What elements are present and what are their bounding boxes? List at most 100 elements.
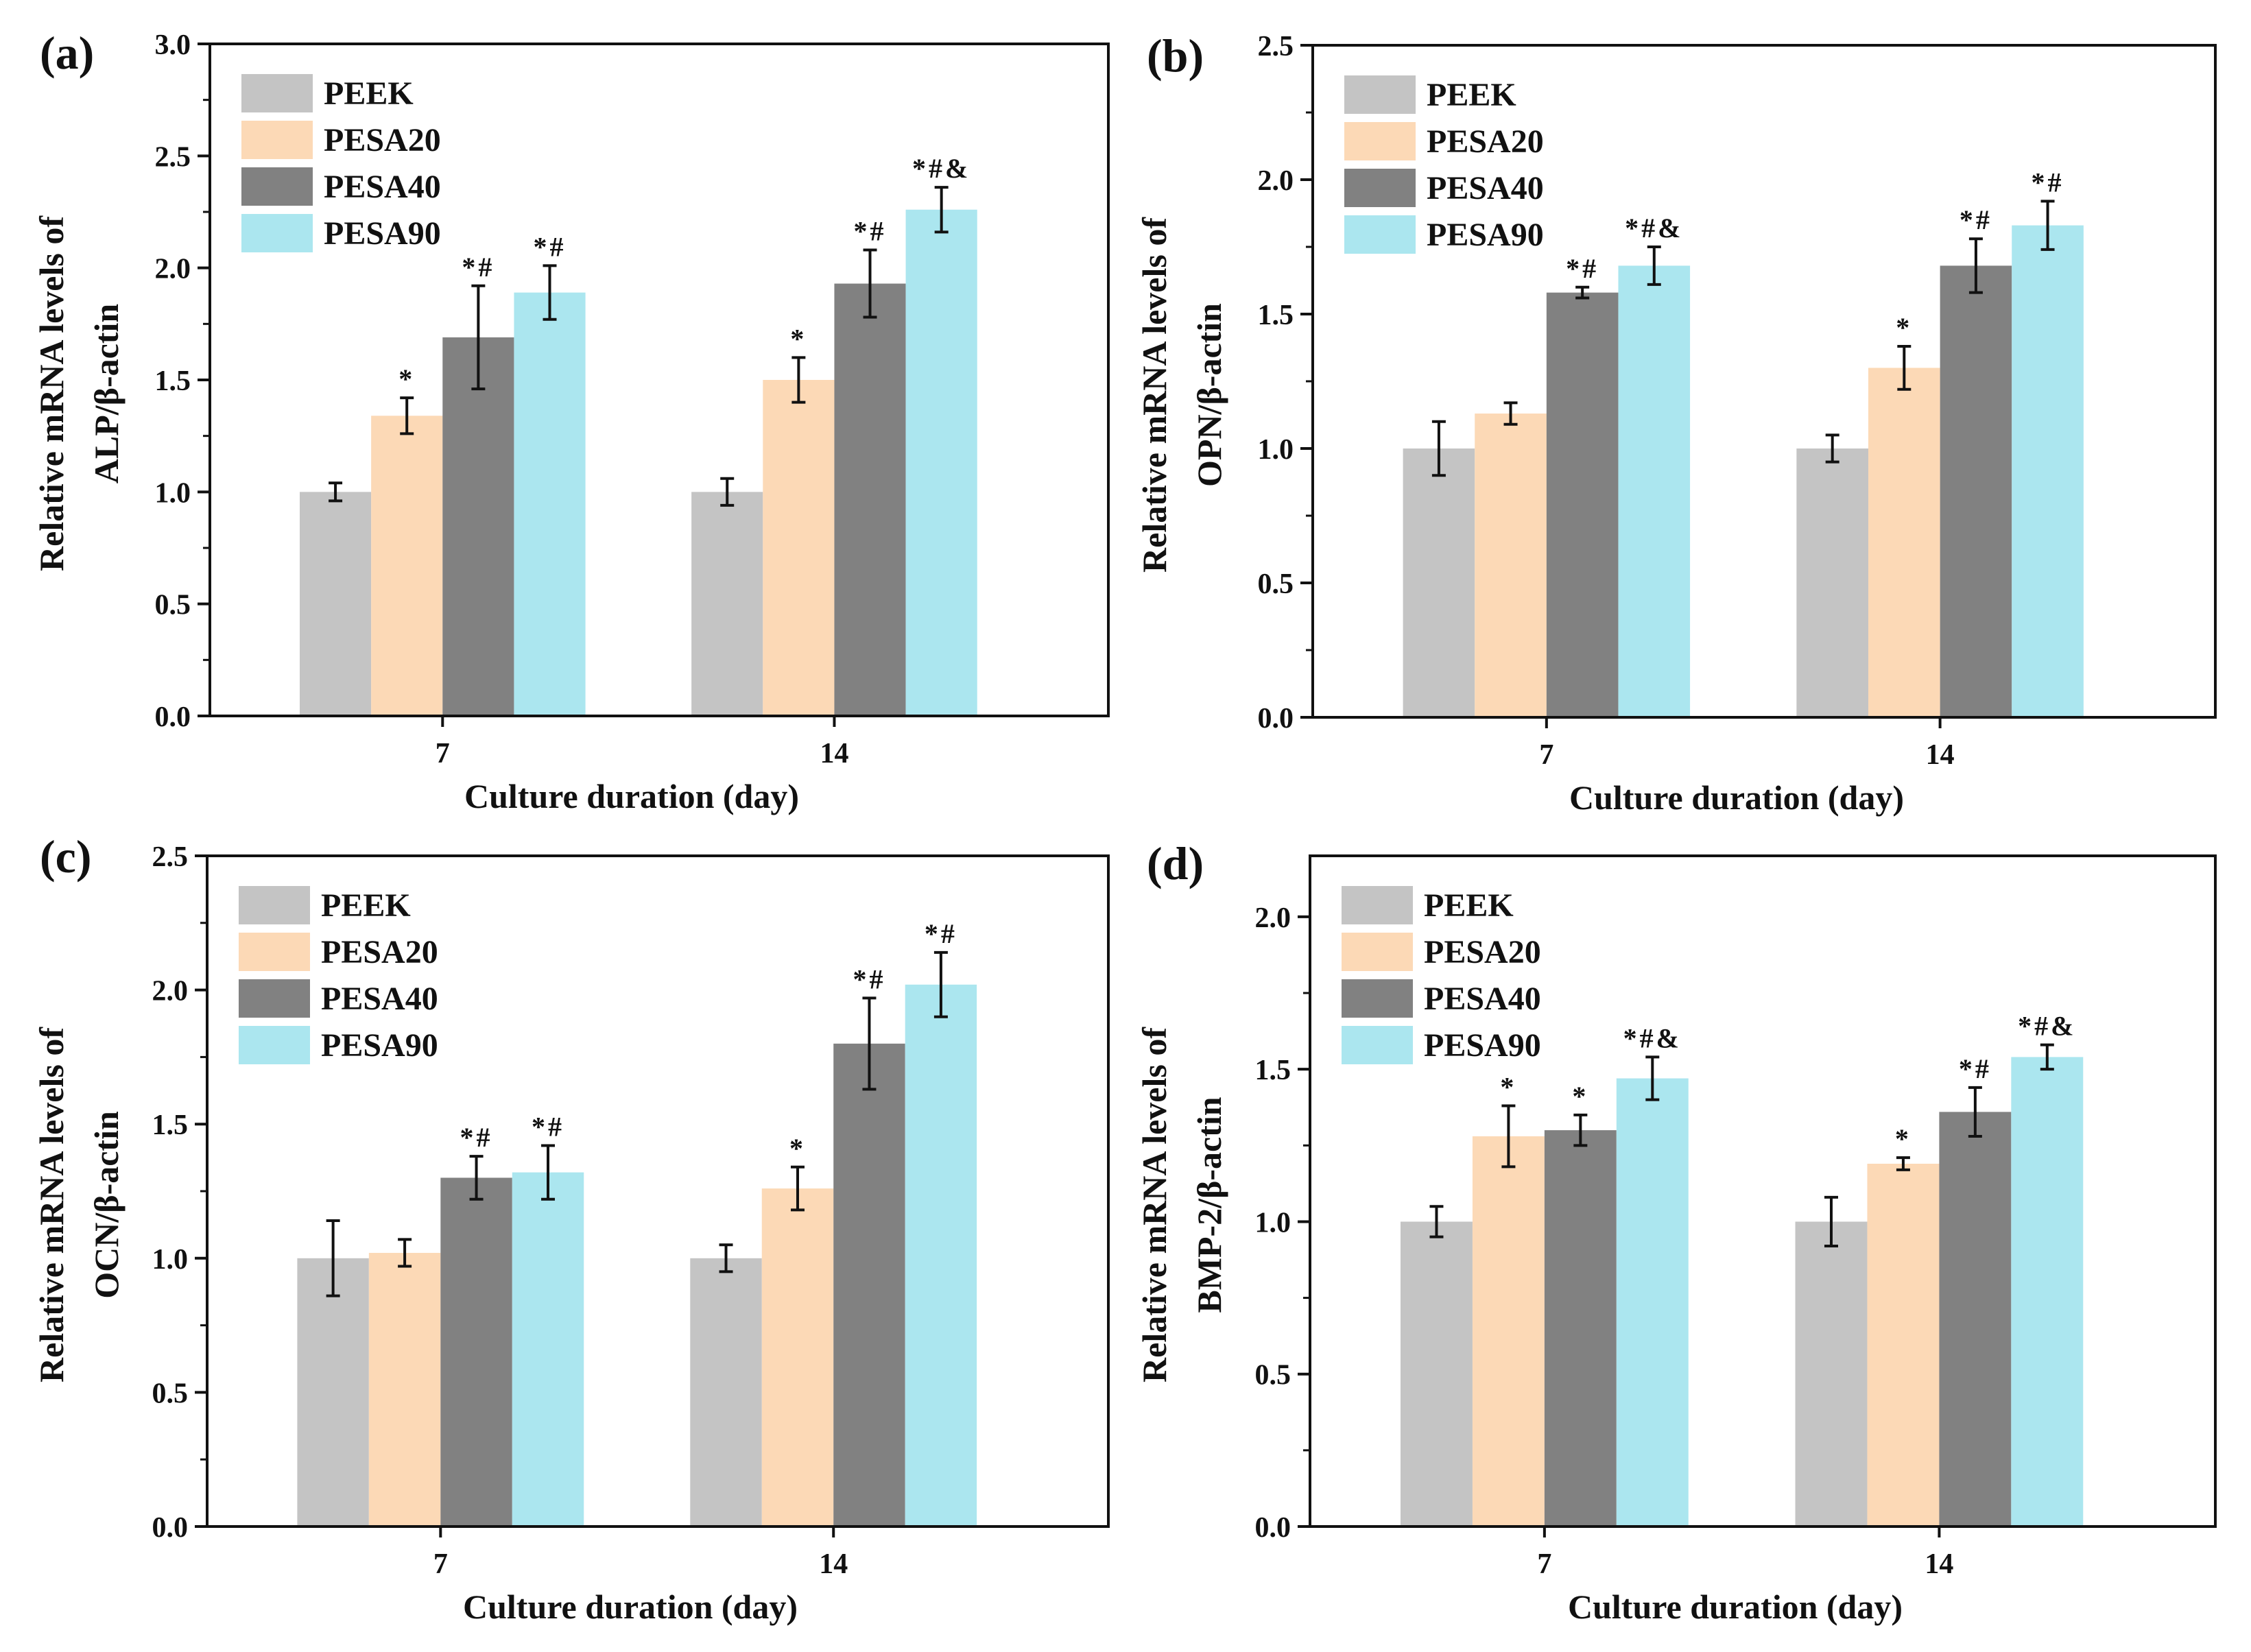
y-axis-title-line2: OPN/β-actin: [1190, 303, 1228, 487]
y-tick-label: 1.5: [152, 1110, 189, 1141]
legend-label-pesa90: PESA90: [1424, 1027, 1541, 1064]
error-bar-peek-day14: [1825, 433, 1839, 464]
error-bar-pesa20-day14: [1896, 1156, 1910, 1171]
error-bar-pesa40-day14: [862, 996, 877, 1091]
significance-label: *#: [853, 963, 885, 994]
legend-swatch-pesa40: [1342, 979, 1413, 1018]
y-tick-label: 0.0: [152, 1512, 189, 1544]
error-bar-pesa20-day14: [790, 1165, 805, 1212]
legend-swatch-pesa20: [239, 933, 310, 971]
significance-label: *#: [854, 216, 887, 247]
error-bar-pesa40-day14: [1968, 1086, 1982, 1138]
y-tick-label: 1.5: [1258, 300, 1294, 331]
x-tick-label: 7: [1537, 1548, 1551, 1580]
bar-peek-day7: [1403, 448, 1475, 717]
x-axis-title: Culture duration (day): [464, 777, 799, 815]
significance-label: *: [1895, 1123, 1911, 1154]
error-bar-pesa40-day7: [1573, 1113, 1588, 1147]
legend-swatch-peek: [241, 74, 313, 112]
bar-pesa20-day7: [371, 416, 443, 716]
legend: PEEK PESA20 PESA40 PESA90: [239, 886, 438, 1064]
y-tick-label: 1.0: [1255, 1207, 1291, 1238]
y-axis-title-line1: Relative mRNA levels of: [1135, 1027, 1174, 1382]
legend-swatch-pesa40: [1344, 169, 1416, 207]
error-bar-pesa20-day14: [1897, 345, 1911, 391]
legend-label-pesa40: PESA40: [321, 981, 438, 1017]
bar-pesa40-day14: [833, 1043, 905, 1527]
legend-swatch-pesa90: [1344, 215, 1416, 254]
legend-label-pesa20: PESA20: [324, 122, 441, 158]
bar-pesa90-day7: [1618, 265, 1691, 717]
x-axis-title: Culture duration (day): [1568, 1588, 1903, 1626]
y-tick-label: 2.0: [155, 254, 191, 285]
error-bar-pesa90-day7: [541, 1144, 556, 1201]
bar-pesa40-day7: [440, 1177, 512, 1527]
error-bar-pesa40-day7: [471, 284, 486, 391]
error-bar-peek-day14: [720, 477, 735, 507]
y-axis-title-line2: BMP-2/β-actin: [1190, 1097, 1228, 1313]
bar-pesa90-day7: [512, 1172, 584, 1527]
bar-pesa90-day14: [905, 984, 977, 1527]
legend-label-peek: PEEK: [324, 75, 414, 112]
legend-swatch-peek: [1344, 75, 1416, 114]
bar-pesa20-day14: [761, 1188, 834, 1527]
legend-swatch-pesa90: [1342, 1026, 1413, 1064]
y-tick-label: 2.5: [152, 841, 189, 873]
error-bar-pesa90-day7: [1645, 1055, 1660, 1101]
legend-swatch-pesa90: [241, 214, 313, 252]
significance-label: *: [789, 1133, 806, 1164]
bar-peek-day7: [1401, 1221, 1473, 1527]
x-axis-title: Culture duration (day): [1569, 778, 1904, 817]
error-bar-peek-day7: [329, 481, 343, 503]
legend-swatch-pesa40: [239, 979, 310, 1018]
bar-pesa20-day7: [1472, 1136, 1545, 1527]
y-axis-title-line2: OCN/β-actin: [87, 1111, 126, 1299]
legend-label-pesa90: PESA90: [321, 1027, 438, 1064]
error-bar-pesa20-day7: [398, 1238, 412, 1268]
error-bar-peek-day14: [1824, 1195, 1838, 1248]
bar-pesa40-day14: [1939, 1112, 2012, 1527]
significance-label: *#: [925, 918, 957, 949]
panel-label: (d): [1147, 837, 1204, 889]
error-bar-pesa20-day7: [400, 396, 414, 435]
significance-label: *#: [460, 1122, 493, 1153]
error-bar-peek-day7: [1431, 420, 1446, 477]
chart-panel-a: * * *# *# *# *#& 0.0 0.5 1.0 1.5 2.0 2.5 3.0 7 14 Cultu…: [32, 27, 1110, 815]
legend-label-pesa20: PESA20: [1424, 934, 1541, 970]
legend-label-peek: PEEK: [1424, 887, 1514, 924]
y-tick-label: 2.5: [1258, 31, 1294, 62]
bar-pesa90-day7: [514, 292, 586, 717]
bar-pesa90-day14: [2012, 225, 2084, 717]
legend-label-peek: PEEK: [1427, 77, 1516, 113]
bar-pesa40-day7: [1546, 292, 1619, 717]
y-axis-title-line1: Relative mRNA levels of: [32, 1027, 71, 1382]
bar-peek-day14: [1796, 448, 1868, 717]
y-tick-label: 0.0: [1258, 703, 1294, 734]
significance-label: *#&: [1625, 213, 1683, 243]
y-tick-label: 1.5: [155, 366, 191, 397]
significance-label: *#: [534, 231, 567, 262]
error-bar-pesa20-day14: [791, 356, 806, 404]
y-tick-label: 2.5: [155, 141, 191, 173]
significance-label: *#: [1960, 204, 1992, 235]
y-tick-label: 0.0: [155, 702, 191, 733]
y-tick-label: 2.0: [152, 976, 189, 1007]
y-tick-label: 0.0: [1255, 1512, 1291, 1544]
legend-label-pesa20: PESA20: [321, 934, 438, 970]
panel-label: (a): [40, 27, 94, 79]
y-tick-label: 1.0: [155, 477, 191, 509]
bar-peek-day14: [690, 1258, 762, 1527]
bar-pesa90-day7: [1616, 1078, 1689, 1527]
significance-label: *: [398, 363, 415, 394]
bar-pesa20-day14: [1868, 368, 1940, 717]
bar-pesa20-day7: [1475, 414, 1547, 717]
bar-peek-day7: [300, 492, 372, 716]
significance-label: *#: [1566, 253, 1599, 284]
legend-label-pesa20: PESA20: [1427, 123, 1544, 160]
y-tick-label: 0.5: [152, 1378, 189, 1409]
legend-label-pesa90: PESA90: [1427, 217, 1544, 253]
y-tick-label: 0.5: [155, 590, 191, 621]
y-tick-label: 1.0: [152, 1244, 189, 1276]
significance-label: *#: [532, 1111, 564, 1142]
